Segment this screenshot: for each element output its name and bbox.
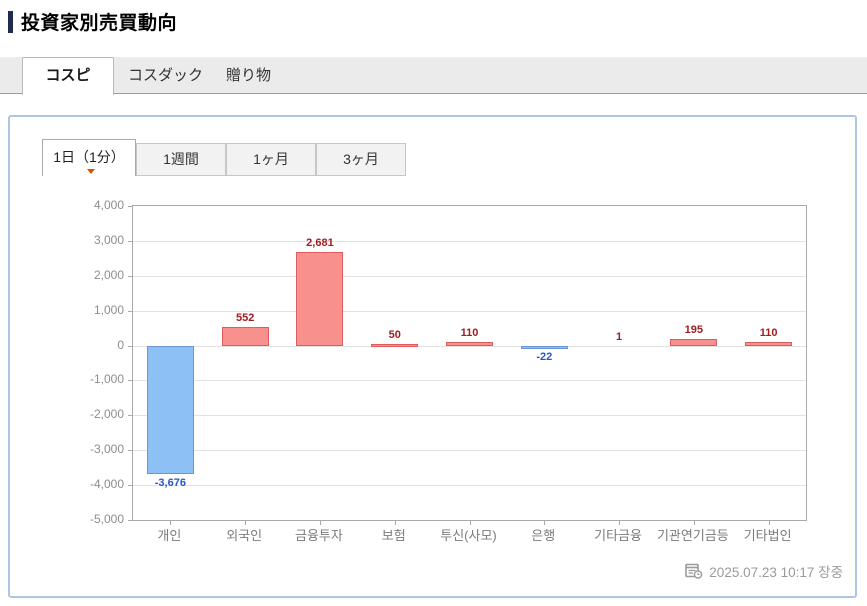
chart-bar [296,251,344,346]
y-tick-label: 1,000 [93,303,124,317]
tab-kosdaq[interactable]: コスダック [128,67,204,84]
period-tab-3months[interactable]: 3ヶ月 [316,143,406,176]
x-category-label: 기관연기금등 [656,528,729,543]
y-tick [128,450,133,451]
bar-value-label: 195 [684,323,703,336]
gridline [133,380,806,381]
chart-bar [371,343,419,347]
x-category-label: 개인 [157,528,182,543]
y-tick-label: 3,000 [93,233,124,247]
gridline [133,276,806,277]
gridline [133,415,806,416]
gridline [133,485,806,486]
y-tick-label: -1,000 [89,372,124,386]
x-tick [619,520,620,525]
x-tick [320,520,321,525]
y-tick [128,241,133,242]
market-tab-strip: コスピ コスダック 贈り物 [0,57,867,95]
y-tick [128,380,133,381]
bar-value-label: 50 [388,328,401,341]
gridline [133,241,806,242]
bar-value-label: 110 [460,326,479,339]
plot-area: -3,676 552 2,681 50 110 -22 1 195 110 [128,205,807,525]
bar-value-label: 2,681 [306,236,334,249]
y-tick-label: 2,000 [93,268,124,282]
chart-bar [745,341,793,346]
x-category-label: 은행 [531,528,556,543]
chart-bar [221,326,269,346]
y-tick-label: 0 [117,338,124,352]
x-tick [694,520,695,525]
x-tick [544,520,545,525]
bar-value-label: 552 [235,311,255,324]
y-tick [128,206,133,207]
bar-value-label: 110 [759,326,778,339]
tab-kospi[interactable]: コスピ [22,57,114,95]
y-axis-labels: 4,000 3,000 2,000 1,000 0 -1,000 -2,000 -3,000 -… [10,198,124,526]
period-tab-label: 1日（1分） [53,149,125,165]
x-category-label: 보험 [381,528,406,543]
page-title: 投資家別売買動向 [21,13,178,34]
chart-bar [146,345,194,474]
timestamp-row: 2025.07.23 10:17 장중 [685,561,843,581]
y-tick-label: -3,000 [89,442,124,456]
title-accent-bar [8,10,13,33]
chart-bar [520,345,568,349]
y-tick [128,276,133,277]
y-tick [128,415,133,416]
x-category-label: 기타법인 [743,528,792,543]
y-tick [128,520,133,521]
chart-bar [670,338,718,346]
x-category-label: 투신(사모) [440,528,497,543]
calendar-clock-icon [685,563,703,579]
bar-value-label: -3,676 [154,476,186,489]
y-tick [128,485,133,486]
x-tick [170,520,171,525]
tab-gift[interactable]: 贈り物 [226,67,272,84]
x-category-label: 금융투자 [295,528,343,543]
chart-bar [446,341,493,346]
chart-panel: 1日（1分） 1週間 1ヶ月 3ヶ月 4,000 3,000 2,000 1,000 0… [8,115,857,598]
period-tab-label: 3ヶ月 [343,151,379,167]
x-axis-labels: 개인 외국인 금융투자 보험 투신(사모) 은행 기타금융 기관연기금등 기타법인 [132,525,805,545]
x-category-label: 기타금융 [594,528,642,543]
x-category-label: 외국인 [226,528,263,543]
period-tab-1month[interactable]: 1ヶ月 [226,143,316,176]
gridline [133,311,806,312]
x-tick [395,520,396,525]
y-tick-label: -2,000 [89,407,124,421]
timestamp-text: 2025.07.23 10:17 장중 [709,565,843,580]
y-tick [128,346,133,347]
page-title-row: 投資家別売買動向 [8,8,177,35]
bar-value-label: 1 [615,330,623,343]
bar-value-label: -22 [536,350,553,363]
gridline [133,346,806,347]
period-tab-label: 1週間 [163,151,199,167]
x-tick [245,520,246,525]
x-tick [769,520,770,525]
gridline [133,450,806,451]
period-tab-1day[interactable]: 1日（1分） [42,139,136,176]
triangle-down-icon [87,169,95,174]
period-tab-1week[interactable]: 1週間 [136,143,226,176]
y-tick [128,311,133,312]
y-tick-label: -5,000 [89,512,124,526]
y-tick-label: -4,000 [89,477,124,491]
x-tick [470,520,471,525]
period-tab-label: 1ヶ月 [253,151,289,167]
y-tick-label: 4,000 [93,198,124,212]
